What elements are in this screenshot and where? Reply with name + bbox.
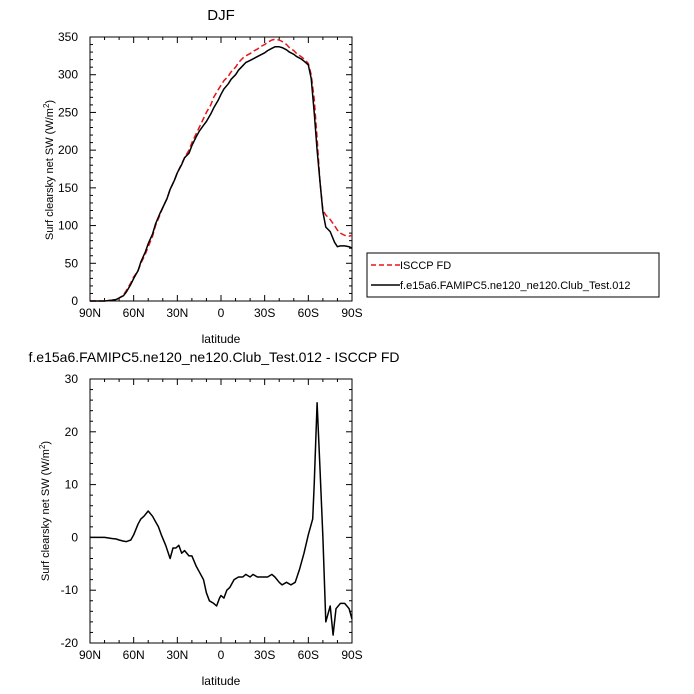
chart-title: DJF — [207, 7, 235, 24]
x-tick-label: 90S — [341, 648, 362, 662]
y-tick-label: 20 — [65, 425, 79, 439]
legend: ISCCP FD f.e15a6.FAMIPC5.ne120_ne120.Clu… — [366, 252, 660, 298]
y-tick-label: 150 — [58, 181, 78, 195]
x-tick-label: 60N — [123, 306, 145, 320]
series-line-1 — [90, 402, 353, 636]
y-tick-label: -20 — [61, 636, 79, 650]
y-tick-label: 50 — [65, 256, 79, 270]
y-axis-label: Surf clearsky net SW (W/m2) — [42, 100, 56, 240]
x-tick-label: 0 — [218, 648, 225, 662]
x-axis-label: latitude — [202, 674, 241, 688]
svg-text:Surf clearsky net SW (W/m2): Surf clearsky net SW (W/m2) — [38, 441, 52, 581]
x-tick-label: 30N — [166, 648, 188, 662]
x-tick-label: 0 — [218, 306, 225, 320]
x-tick-label: 30S — [254, 648, 275, 662]
y-tick-label: 200 — [58, 143, 78, 157]
legend-label-model: f.e15a6.FAMIPC5.ne120_ne120.Club_Test.01… — [400, 280, 631, 292]
y-axis-label: Surf clearsky net SW (W/m2) — [38, 441, 52, 581]
x-tick-label: 90N — [79, 306, 101, 320]
svg-text:Surf clearsky net SW (W/m2): Surf clearsky net SW (W/m2) — [42, 100, 56, 240]
y-tick-label: 250 — [58, 105, 78, 119]
x-tick-label: 60S — [298, 648, 319, 662]
legend-box — [366, 252, 660, 298]
plot-frame — [89, 36, 353, 302]
chart-panel-djf: DJF 90N 60N 30N 0 30S 60S 90S 0 50 100 150 200 250 30… — [42, 7, 363, 346]
x-axis-label: latitude — [202, 332, 241, 346]
x-tick-label: 30S — [254, 306, 275, 320]
series-line-1 — [90, 38, 353, 302]
legend-label-isccp: ISCCP FD — [400, 260, 451, 272]
x-tick-label: 90N — [79, 648, 101, 662]
y-tick-label: 100 — [58, 219, 78, 233]
y-tick-label: 30 — [65, 372, 79, 386]
chart-title: f.e15a6.FAMIPC5.ne120_ne120.Club_Test.01… — [29, 349, 400, 365]
y-tick-label: 10 — [65, 478, 79, 492]
y-tick-label: 300 — [58, 68, 78, 82]
x-tick-label: 60S — [298, 306, 319, 320]
x-tick-label: 30N — [166, 306, 188, 320]
x-tick-label: 90S — [341, 306, 362, 320]
y-tick-label: 350 — [58, 30, 78, 44]
plot-area: 90N 60N 30N 0 30S 60S 90S 0 50 100 150 200 250 300 350 — [58, 30, 363, 320]
y-tick-label: 0 — [71, 294, 78, 308]
y-tick-label: -10 — [61, 583, 79, 597]
chart-panel-difference: f.e15a6.FAMIPC5.ne120_ne120.Club_Test.01… — [29, 349, 400, 688]
x-tick-label: 60N — [123, 648, 145, 662]
y-tick-label: 0 — [71, 530, 78, 544]
plot-area: 90N 60N 30N 0 30S 60S 90S -20 -10 0 10 20 30 — [61, 372, 363, 662]
series-line-2 — [90, 46, 353, 302]
